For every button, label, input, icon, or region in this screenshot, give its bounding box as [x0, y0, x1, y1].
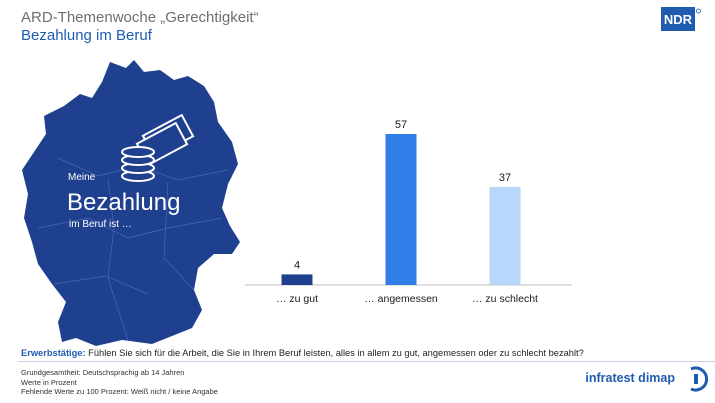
- ndr-logo-text: NDR: [664, 12, 693, 27]
- infratest-dimap-icon: [690, 366, 709, 392]
- germany-map-shape: [22, 60, 240, 346]
- data-label-0: 4: [294, 259, 300, 271]
- question-text: Fühlen Sie sich für die Arbeit, die Sie …: [85, 348, 584, 358]
- map-overlay-line2: Bezahlung: [67, 189, 181, 216]
- data-label-2: 37: [499, 172, 511, 184]
- money-icon: [121, 113, 195, 182]
- question-label: Erwerbstätige:: [21, 348, 86, 358]
- footnotes: Grundgesamtheit: Deutschsprachig ab 14 J…: [21, 368, 218, 397]
- category-label-1: … angemessen: [364, 293, 438, 305]
- state-borders: [37, 157, 229, 341]
- infratest-dimap-logo: infratest dimap: [585, 371, 675, 385]
- data-label-1: 57: [395, 119, 407, 131]
- survey-question: Erwerbstätige: Fühlen Sie sich für die A…: [21, 348, 584, 358]
- category-label-2: … zu schlecht: [472, 293, 538, 305]
- map-overlay-line3: im Beruf ist …: [69, 219, 132, 230]
- germany-map-illustration: Meine Bezahlung im Beruf ist …: [18, 58, 246, 350]
- bar-1: [385, 134, 417, 285]
- footnote-line1: Grundgesamtheit: Deutschsprachig ab 14 J…: [21, 368, 185, 377]
- map-overlay-line1: Meine: [68, 172, 96, 183]
- category-label-0: … zu gut: [276, 293, 318, 305]
- footer-divider: [18, 361, 715, 362]
- page-title: ARD-Themenwoche „Gerechtigkeit“: [21, 9, 259, 26]
- bar-2: [489, 186, 521, 285]
- bar-0: [281, 274, 313, 285]
- page-subtitle: Bezahlung im Beruf: [21, 27, 152, 44]
- footnote-line3: Fehlende Werte zu 100 Prozent: Weiß nich…: [21, 387, 218, 396]
- ndr-logo: NDR: [661, 7, 701, 31]
- footnote-line2: Werte in Prozent: [21, 377, 77, 387]
